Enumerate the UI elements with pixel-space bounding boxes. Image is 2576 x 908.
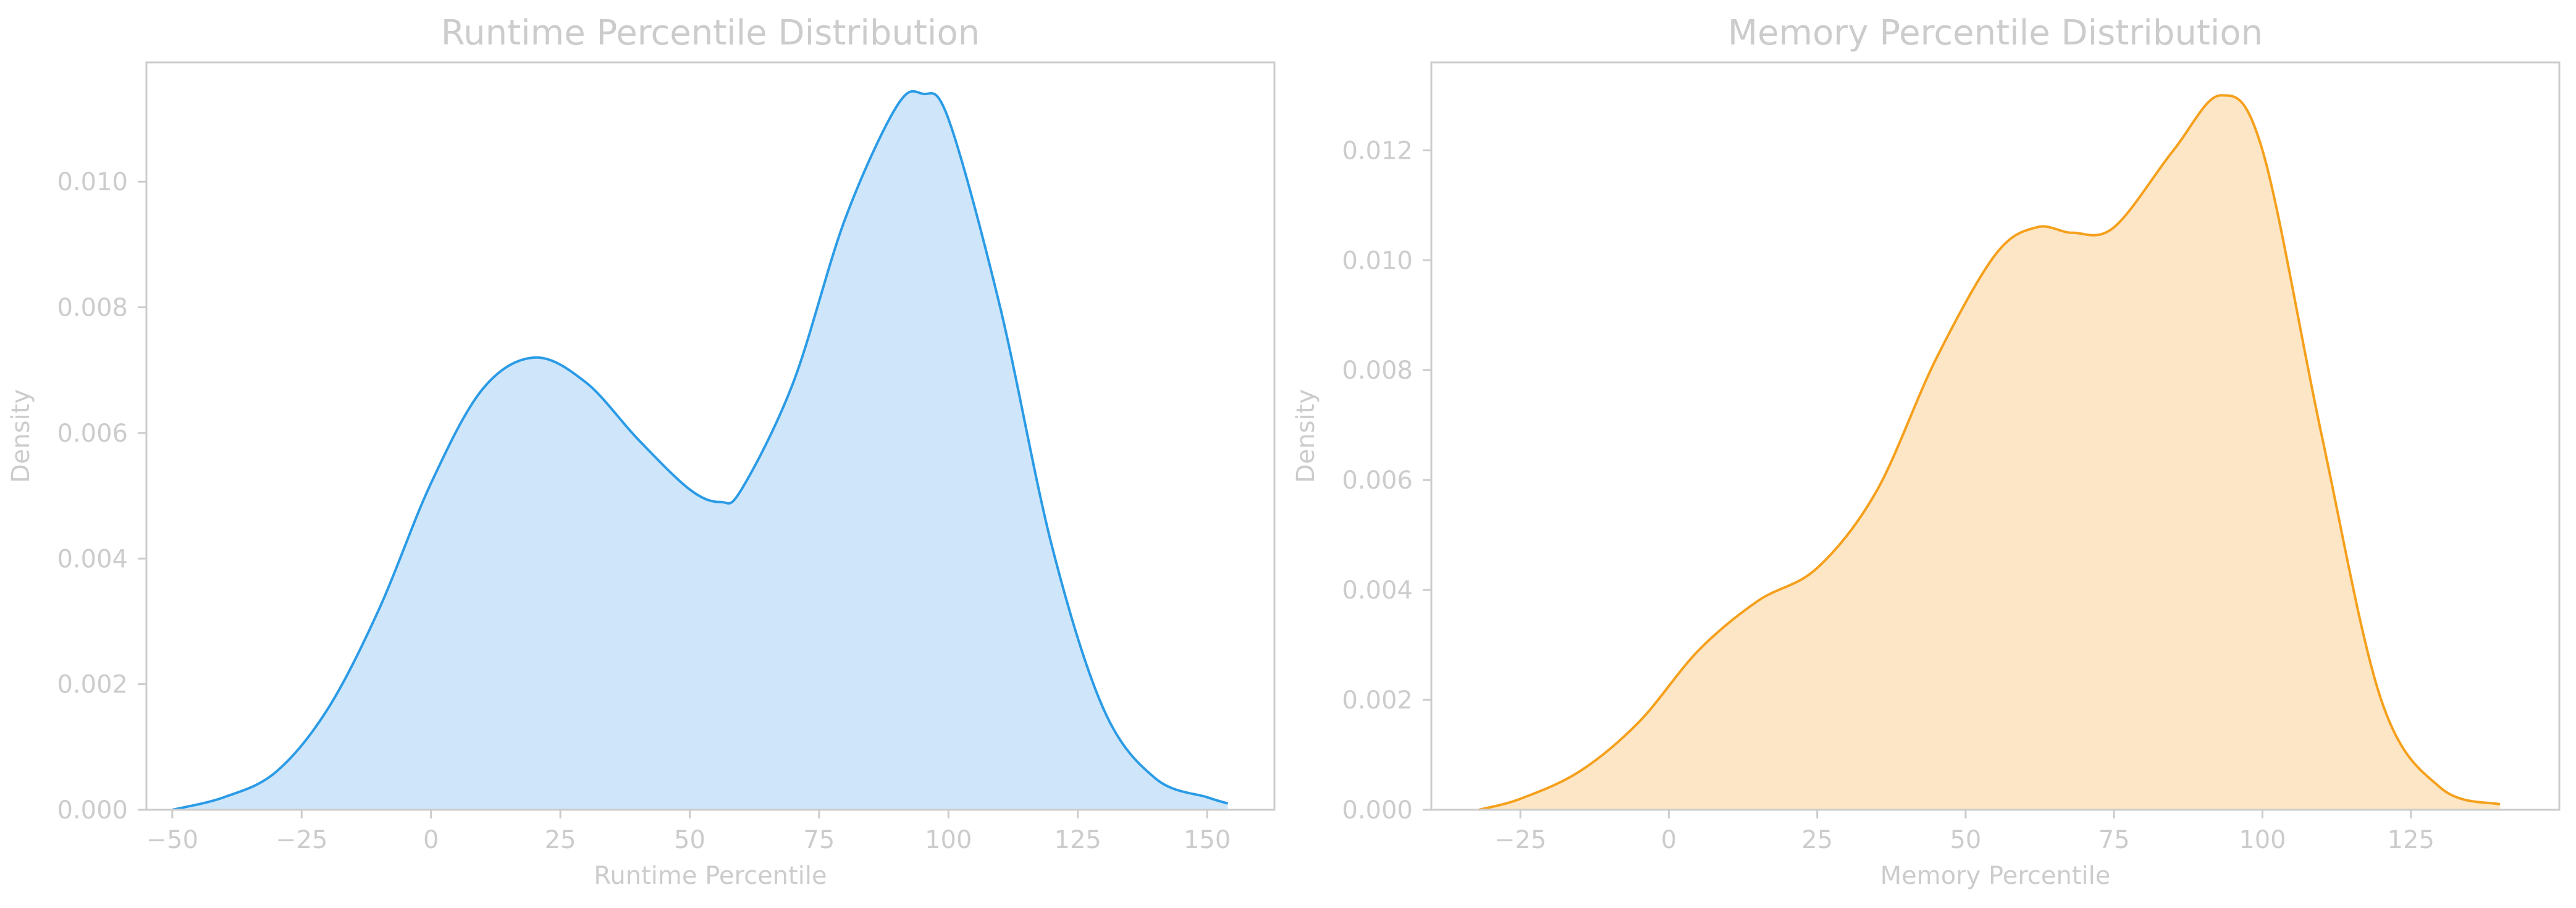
- x-tick-label: −50: [146, 826, 198, 854]
- density-curve: [1478, 94, 2501, 811]
- x-tick-label: 0: [1661, 826, 1677, 854]
- memory-chart-panel: Memory Percentile Distribution −25 0 25 50 7…: [1292, 13, 2561, 890]
- y-tick-label: 0.000: [1342, 796, 1413, 825]
- x-axis-label: Memory Percentile: [1880, 862, 2111, 890]
- y-tick-label: 0.004: [57, 545, 128, 573]
- y-tick-label: 0.008: [1342, 356, 1413, 385]
- x-tick-label: 100: [925, 826, 972, 854]
- y-tick-label: 0.006: [57, 419, 128, 448]
- y-tick-label: 0.006: [1342, 466, 1413, 495]
- x-tick-label: 25: [1801, 826, 1833, 854]
- density-curve: [172, 90, 1229, 811]
- chart-title: Memory Percentile Distribution: [1728, 13, 2263, 53]
- x-axis-ticks: −25 0 25 50 75 100 125: [1494, 810, 2435, 854]
- x-tick-label: 75: [803, 826, 835, 854]
- plot-frame: [1430, 61, 2561, 811]
- y-tick-label: 0.000: [57, 796, 128, 825]
- plot-frame: [145, 61, 1276, 811]
- x-tick-label: 50: [1950, 826, 1981, 854]
- x-tick-label: 25: [545, 826, 576, 854]
- y-axis-label: Density: [1292, 389, 1320, 483]
- y-tick-label: 0.002: [1342, 686, 1413, 715]
- x-tick-label: 50: [674, 826, 705, 854]
- x-tick-label: 125: [1054, 826, 1101, 854]
- y-axis-ticks: 0.000 0.002 0.004 0.006 0.008 0.010 0.012: [1342, 137, 1431, 825]
- chart-title: Runtime Percentile Distribution: [441, 13, 980, 53]
- density-area-fill: [1478, 95, 2500, 810]
- x-tick-label: 150: [1184, 826, 1231, 854]
- x-tick-label: 75: [2098, 826, 2130, 854]
- y-tick-label: 0.012: [1342, 137, 1413, 165]
- density-area-fill: [172, 91, 1228, 810]
- y-axis-label: Density: [7, 389, 35, 483]
- x-axis-label: Runtime Percentile: [594, 862, 827, 890]
- x-axis-ticks: −50 −25 0 25 50 75 100 125 150: [146, 810, 1231, 854]
- y-tick-label: 0.010: [1342, 246, 1413, 275]
- x-tick-label: 125: [2388, 826, 2435, 854]
- x-tick-label: −25: [276, 826, 327, 854]
- x-tick-label: 100: [2239, 826, 2286, 854]
- x-tick-label: −25: [1494, 826, 1546, 854]
- y-tick-label: 0.010: [57, 168, 128, 196]
- y-tick-label: 0.002: [57, 671, 128, 699]
- runtime-chart-panel: Runtime Percentile Distribution −50 −25 0 2…: [7, 13, 1276, 890]
- y-axis-ticks: 0.000 0.002 0.004 0.006 0.008 0.010: [57, 168, 146, 825]
- y-tick-label: 0.008: [57, 294, 128, 322]
- y-tick-label: 0.004: [1342, 576, 1413, 605]
- x-tick-label: 0: [423, 826, 439, 854]
